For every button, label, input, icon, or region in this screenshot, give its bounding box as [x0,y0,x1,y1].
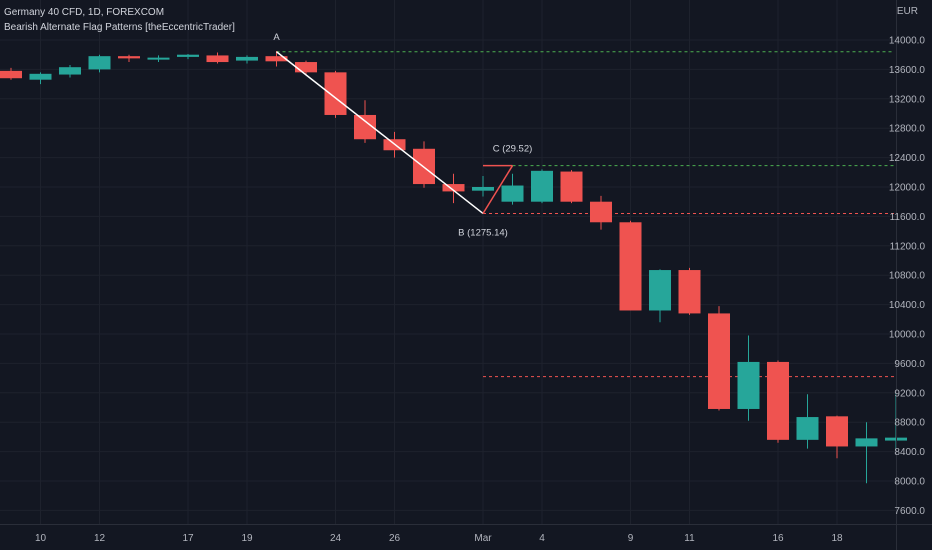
indicator-title[interactable]: Bearish Alternate Flag Patterns [theEcce… [4,22,235,33]
candle-up [236,56,258,61]
chart-legend: Germany 40 CFD, 1D, FOREXCOM Bearish Alt… [4,5,235,35]
time-axis[interactable]: 10 12 17 19 24 26 Mar 4 9 11 16 18 [0,524,932,545]
time-tick-label: 16 [772,533,784,544]
price-tick-label: 11600.0 [890,212,926,223]
price-tick-label: 11200.0 [890,241,926,252]
candle-up [472,187,494,191]
time-tick-label: 17 [182,533,194,544]
price-tick-label: 14000.0 [889,36,926,47]
time-tick-label: 26 [389,533,401,544]
candle-up [796,417,819,440]
candle-down [590,201,612,223]
candle-down [708,313,730,409]
price-tick-label: 13600.0 [889,65,926,76]
price-tick-label: 8400.0 [894,447,925,458]
candle-up [501,185,524,202]
time-tick-label: Mar [474,533,492,544]
time-tick-label: 19 [241,533,253,544]
candle-up [737,361,760,409]
pattern-lines [276,51,514,215]
price-axis[interactable]: 14000.0 13600.0 13200.0 12800.0 12400.0 12000… [889,0,926,550]
pattern-annotations: A B (1275.14) C (29.52) [273,32,532,239]
candle-up [177,54,199,57]
candle-down [826,416,848,447]
time-tick-label: 24 [330,533,342,544]
price-tick-label: 9600.0 [894,359,925,370]
candle-down [767,361,789,440]
price-tick-label: 10000.0 [889,330,926,341]
candle-down [118,56,140,59]
price-tick-label: 9200.0 [894,388,925,399]
time-tick-label: 9 [628,533,634,544]
price-tick-label: 8800.0 [894,418,925,429]
price-tick-label: 12400.0 [889,153,926,164]
price-tick-label: 12000.0 [889,183,926,194]
symbol-title[interactable]: Germany 40 CFD, 1D, FOREXCOM [4,7,165,18]
candle-up [147,57,170,60]
pattern-label-a: A [273,32,280,43]
price-tick-label: 8000.0 [894,477,925,488]
time-tick-label: 12 [94,533,106,544]
candle-down [678,270,701,314]
candle-up [649,270,671,311]
candle-up [59,67,81,75]
time-tick-label: 11 [684,533,695,544]
candle-up [855,438,878,447]
candle-up [29,73,52,80]
candle-down [295,62,317,73]
price-tick-label: 10800.0 [889,271,926,282]
candle-up [88,56,111,70]
pattern-label-c: C (29.52) [493,144,533,155]
candle-down [265,56,288,62]
pattern-levels [276,51,894,378]
candle-up [531,170,553,202]
pattern-line-ab [276,51,484,215]
time-tick-label: 4 [539,533,545,544]
price-tick-label: 7600.0 [894,506,925,517]
time-tick-label: 18 [831,533,843,544]
price-tick-label: 12800.0 [889,124,926,135]
candle-down [442,184,465,192]
time-tick-label: 10 [35,533,47,544]
candle-down [206,55,229,63]
currency-label[interactable]: EUR [896,6,918,17]
candle-down [619,222,642,311]
candles [0,51,907,484]
grid-lines [0,0,896,524]
pattern-line-bc [482,165,514,214]
price-tick-label: 13200.0 [889,94,926,105]
price-tick-label: 10400.0 [889,300,926,311]
pattern-label-b: B (1275.14) [458,227,508,238]
candle-down [324,72,347,115]
candle-down [560,171,583,202]
candle-down [354,114,376,140]
candle-down [0,70,22,79]
